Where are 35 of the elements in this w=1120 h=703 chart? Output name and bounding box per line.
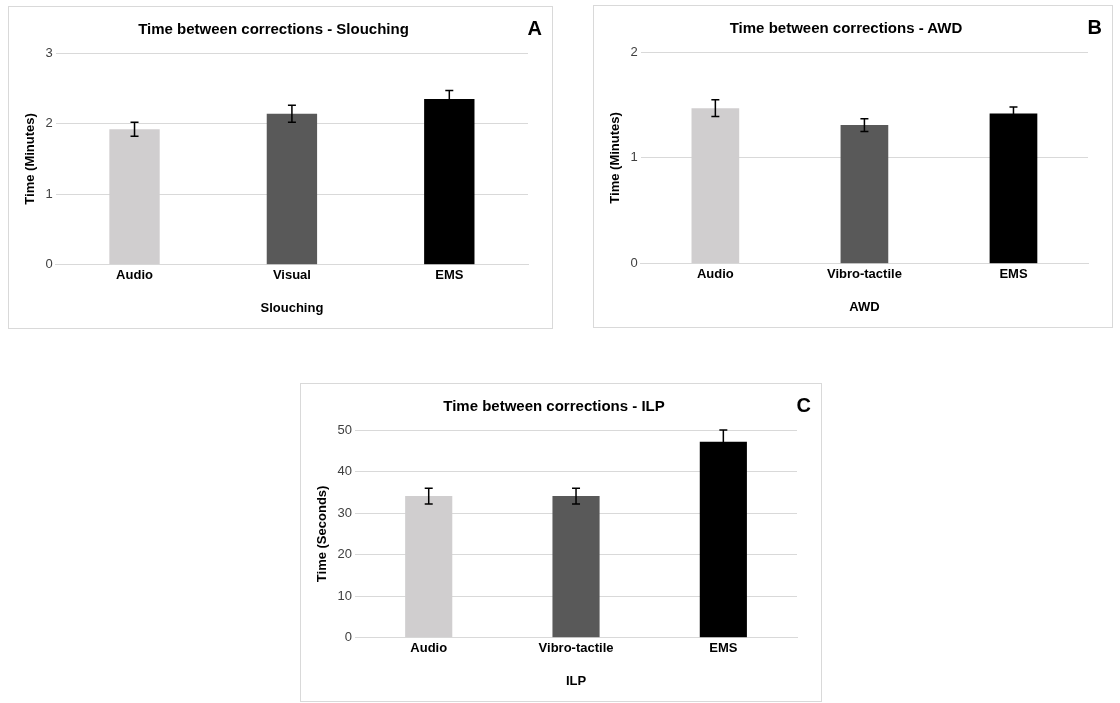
x-tick-label: Audio bbox=[696, 266, 734, 282]
x-axis-title: Slouching bbox=[260, 299, 324, 315]
x-tick-label: EMS bbox=[709, 640, 738, 656]
x-tick-label: EMS bbox=[435, 267, 464, 283]
y-tick-label: 30 bbox=[337, 504, 353, 520]
text: A bbox=[527, 17, 542, 40]
y-tick-label: 1 bbox=[45, 185, 53, 201]
y-axis-title: Time (Minutes) bbox=[607, 112, 623, 204]
x-tick-label: Audio bbox=[116, 267, 153, 283]
y-tick-label: 1 bbox=[630, 149, 638, 165]
y-axis-title: Time (Minutes) bbox=[22, 113, 38, 205]
y-axis-title: Time (Seconds) bbox=[314, 485, 330, 583]
y-tick-label: 10 bbox=[337, 587, 353, 603]
chart-title: Time between corrections - ILP bbox=[443, 397, 665, 415]
y-tick-label: 2 bbox=[630, 43, 638, 59]
y-tick-label: 50 bbox=[337, 421, 353, 437]
x-tick-label: Visual bbox=[272, 267, 311, 283]
x-tick-label: Vibro-tactile bbox=[826, 266, 902, 282]
y-tick-label: 0 bbox=[45, 256, 53, 272]
y-tick-label: 3 bbox=[45, 44, 53, 60]
x-axis-title: ILP bbox=[565, 672, 587, 688]
text: C bbox=[796, 394, 811, 417]
x-tick-label: EMS bbox=[999, 266, 1028, 282]
y-tick-label: 0 bbox=[344, 629, 353, 645]
x-axis-title: AWD bbox=[849, 298, 880, 314]
y-tick-label: 40 bbox=[337, 463, 353, 479]
x-tick-label: Vibro-tactile bbox=[538, 640, 614, 656]
chart-title: Time between corrections - Slouching bbox=[138, 20, 409, 38]
bar bbox=[840, 125, 889, 264]
chart-title: Time between corrections - AWD bbox=[729, 19, 963, 37]
text: B bbox=[1087, 16, 1102, 39]
x-tick-label: Audio bbox=[410, 640, 448, 656]
y-tick-label: 20 bbox=[337, 546, 353, 562]
y-tick-label: 2 bbox=[45, 115, 53, 131]
y-tick-label: 0 bbox=[630, 255, 638, 271]
